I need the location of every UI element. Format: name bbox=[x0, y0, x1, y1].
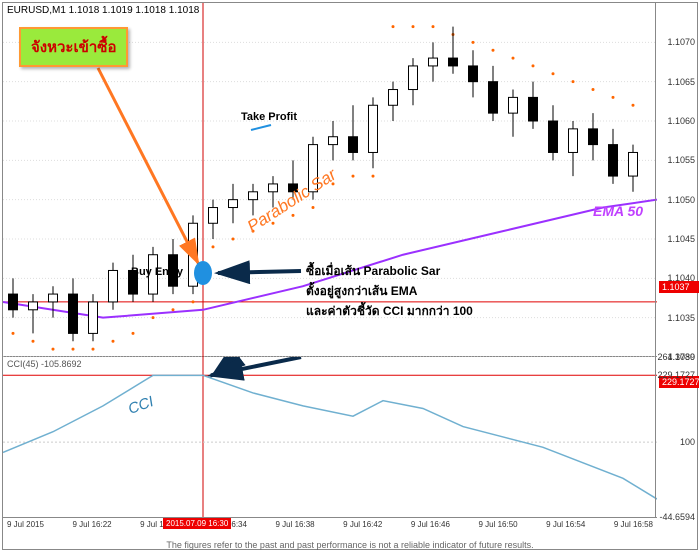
y-axis-sub: 264.3789229.1727100-44.6594 bbox=[655, 357, 697, 517]
annotation-line3: และค่าตัวชี้วัด CCI มากกว่า 100 bbox=[306, 302, 473, 321]
y-tick: 1.1065 bbox=[667, 77, 695, 87]
take-profit-label: Take Profit bbox=[241, 111, 297, 123]
y-tick: 1.1060 bbox=[667, 116, 695, 126]
x-tick: 9 Jul 16:54 bbox=[546, 520, 585, 535]
y-tick: 100 bbox=[680, 437, 695, 447]
parabolic-sar-label: Parabolic Sar bbox=[244, 165, 340, 237]
y-tick: 1.1035 bbox=[667, 313, 695, 323]
y-tick: 1.1050 bbox=[667, 195, 695, 205]
x-axis: 9 Jul 20159 Jul 16:229 Jul 16:269 Jul 16… bbox=[3, 517, 657, 537]
y-axis-main: 1.1070 1.1065 1.1060 1.1055 1.1050 1.1045 1.10… bbox=[655, 3, 697, 357]
y-tick: -44.6594 bbox=[659, 512, 695, 522]
entry-callout: จังหวะเข้าซื้อ bbox=[19, 27, 128, 67]
x-crosshair-marker: 2015.07.09 16:30 bbox=[163, 518, 231, 529]
x-tick: 9 Jul 2015 bbox=[7, 520, 44, 535]
x-tick: 9 Jul 16:46 bbox=[411, 520, 450, 535]
y-tick: 229.1727 bbox=[657, 370, 695, 380]
cci-label: CCI bbox=[126, 393, 156, 418]
main-chart[interactable]: จังหวะเข้าซื้อ Take Profit Parabolic Sar… bbox=[3, 3, 657, 357]
y-tick: 1.1070 bbox=[667, 37, 695, 47]
x-tick: 9 Jul 16:58 bbox=[614, 520, 653, 535]
cci-chart[interactable]: CCI(45) -105.8692 CCI 229.1727 bbox=[3, 357, 657, 517]
y-tick: 1.1045 bbox=[667, 234, 695, 244]
cci-chart-svg bbox=[3, 357, 657, 517]
annotation-line1: ซื้อเมื่อเส้น Parabolic Sar bbox=[306, 262, 440, 281]
chart-container: EURUSD,M1 1.1018 1.1019 1.1018 1.1018 จั… bbox=[2, 2, 698, 550]
x-tick: 9 Jul 16:50 bbox=[478, 520, 517, 535]
cci-title: CCI(45) -105.8692 bbox=[7, 359, 82, 369]
x-tick: 9 Jul 16:42 bbox=[343, 520, 382, 535]
disclaimer-text: The figures refer to the past and past p… bbox=[0, 540, 700, 550]
buy-entry-label: Buy Entry bbox=[131, 266, 183, 278]
x-tick: 9 Jul 16:38 bbox=[275, 520, 314, 535]
y-tick: 1.1055 bbox=[667, 155, 695, 165]
ema50-label: EMA 50 bbox=[593, 203, 643, 219]
y-tick: 1.1040 bbox=[667, 273, 695, 283]
y-tick: 264.3789 bbox=[657, 352, 695, 362]
x-tick: 9 Jul 16:22 bbox=[72, 520, 111, 535]
annotation-line2: ตั้งอยู่สูงกว่าเส้น EMA bbox=[306, 282, 417, 301]
